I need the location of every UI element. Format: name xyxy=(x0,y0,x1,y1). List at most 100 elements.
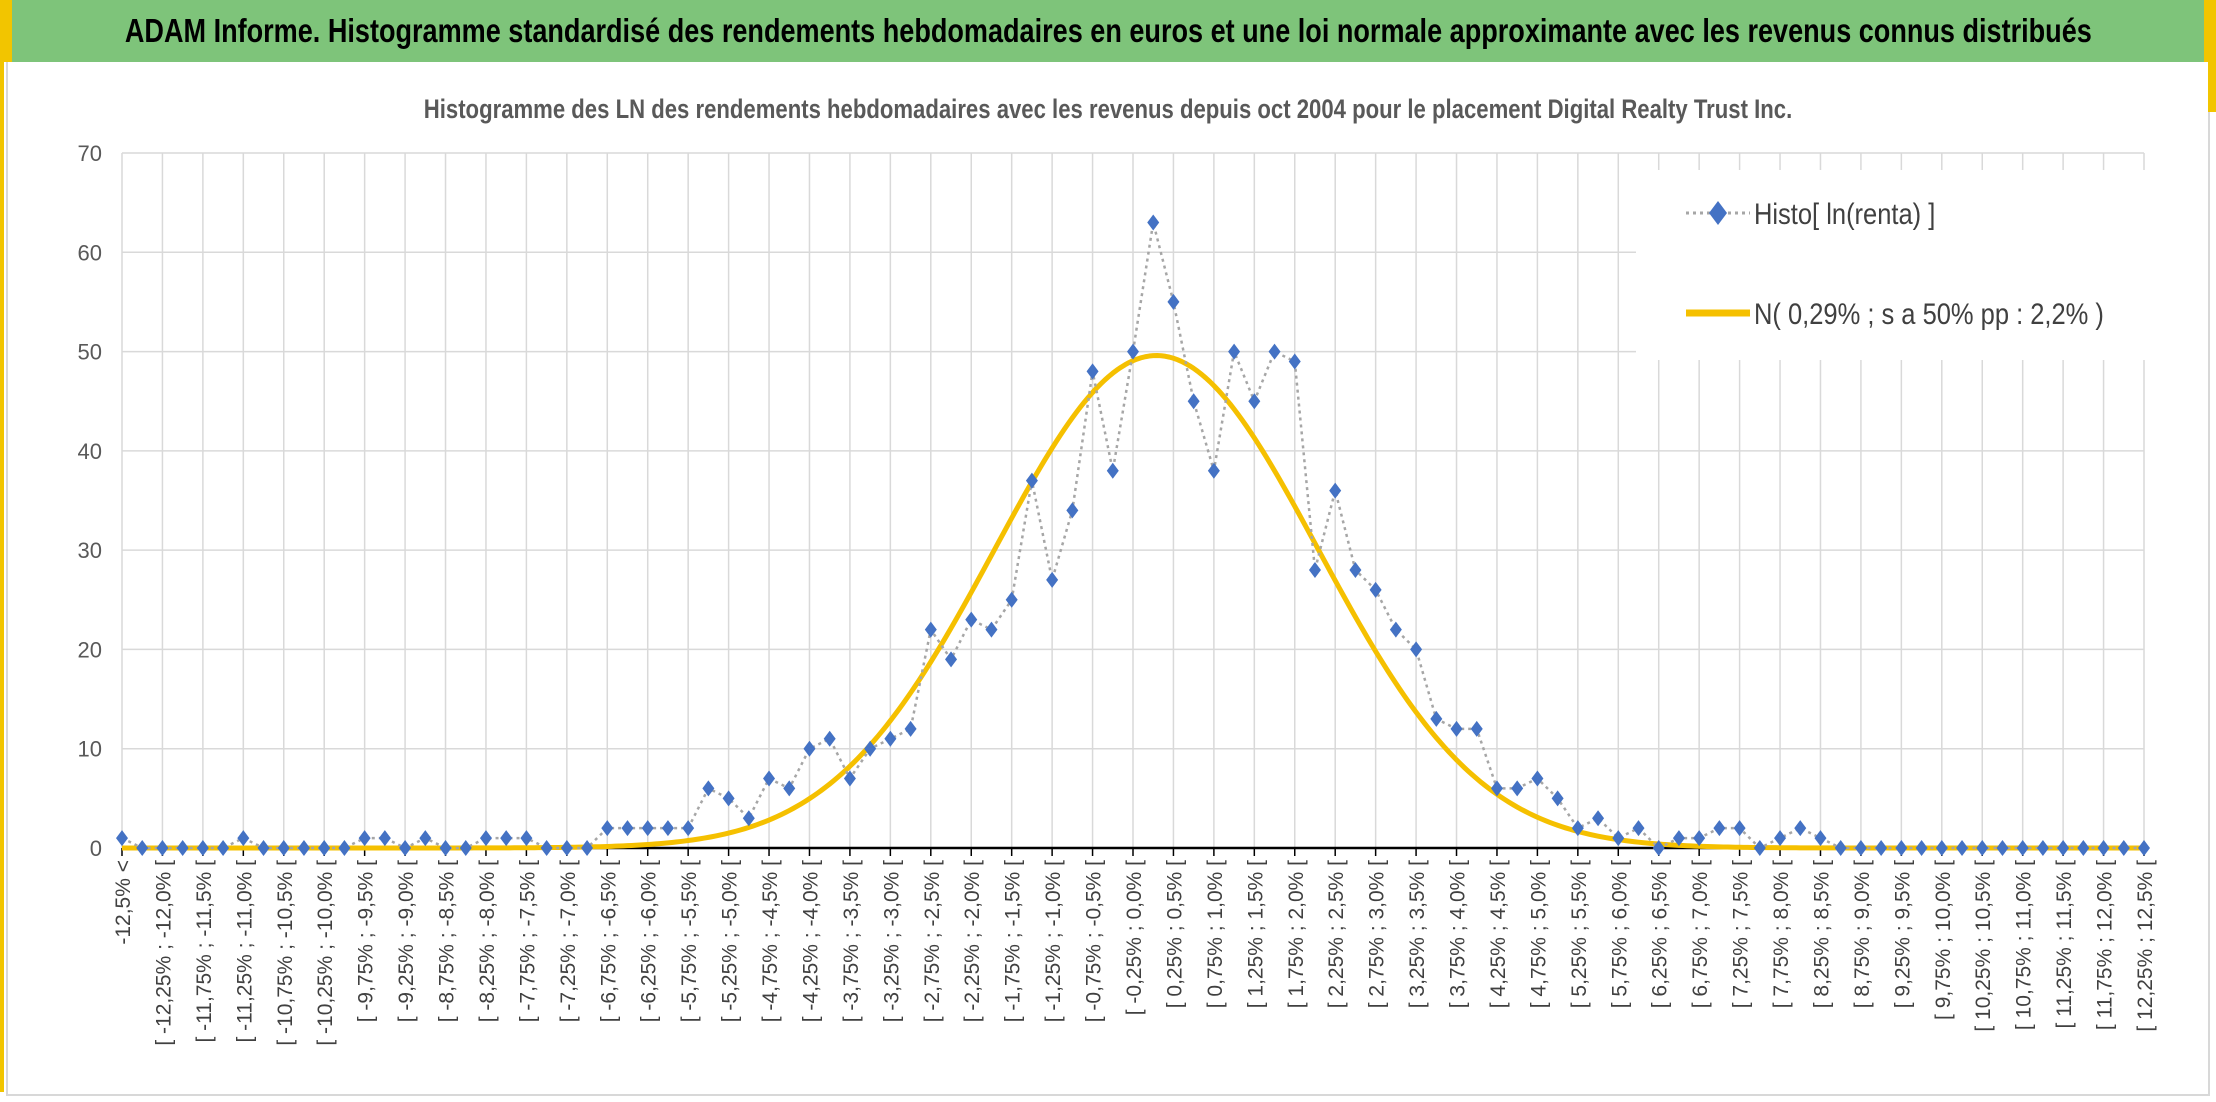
x-tick-label: [ -11,75% ; -11,5% [ xyxy=(193,860,216,1043)
histogram-point xyxy=(1329,482,1342,499)
histogram-point xyxy=(378,830,391,847)
histogram-point xyxy=(783,780,796,797)
histogram-point xyxy=(641,820,654,837)
x-axis: -12,5% < [ -12,25% ; -12,0% [[ -11,75% ; … xyxy=(112,846,2157,1046)
histogram-point xyxy=(1834,840,1847,856)
histogram-point xyxy=(439,840,452,856)
x-tick-label: [ 9,75% ; 10,0% [ xyxy=(1932,860,1955,1020)
histogram-point xyxy=(1551,790,1564,807)
histogram-point xyxy=(2057,840,2070,856)
histogram-point xyxy=(2097,840,2110,856)
report-title: ADAM Informe. Histogramme standardisé de… xyxy=(124,12,2092,49)
x-tick-label: [ -2,75% ; -2,5% [ xyxy=(921,860,944,1022)
histogram-point xyxy=(1369,581,1382,598)
histogram-point xyxy=(1207,462,1220,479)
x-tick-label: [ 6,75% ; 7,0% [ xyxy=(1689,860,1712,1008)
x-tick-label: [ -3,25% ; -3,0% [ xyxy=(880,860,903,1022)
histogram-point xyxy=(601,820,614,837)
y-axis: 0 10 20 30 40 50 60 70 xyxy=(78,141,102,861)
x-tick-label: [ -8,25% ; -8,0% [ xyxy=(476,860,499,1022)
x-tick-label: [ 1,25% ; 1,5% [ xyxy=(1244,860,1267,1008)
histogram-point xyxy=(1187,393,1200,410)
y-tick-label: 60 xyxy=(78,240,102,265)
x-tick-label: [ 3,25% ; 3,5% [ xyxy=(1406,860,1429,1008)
histogram-point xyxy=(1531,770,1544,787)
histogram-point xyxy=(1248,393,1261,410)
histogram-point xyxy=(1025,472,1038,489)
x-tick-label: [ 7,25% ; 7,5% [ xyxy=(1730,860,1753,1008)
x-tick-label: [ -3,75% ; -3,5% [ xyxy=(840,860,863,1022)
histogram-point xyxy=(1996,840,2009,856)
chart-title: Histogramme des LN des rendements hebdom… xyxy=(424,95,1792,125)
x-tick-label: [ 1,75% ; 2,0% [ xyxy=(1285,860,1308,1008)
histogram-point xyxy=(358,830,371,847)
histogram-point xyxy=(2016,840,2029,856)
x-tick-label: [ 12,25% ; 12,5% [ xyxy=(2134,860,2157,1032)
histogram-point xyxy=(116,830,128,847)
y-tick-label: 40 xyxy=(78,439,102,464)
legend-normal-label: N( 0,29% ; s a 50% pp : 2,2% ) xyxy=(1754,297,2104,330)
histogram-point xyxy=(479,830,492,847)
histogram-point xyxy=(2077,840,2090,856)
histogram-point xyxy=(2138,840,2150,856)
histogram-point xyxy=(1592,810,1605,827)
histogram-point xyxy=(1086,363,1099,380)
y-tick-label: 10 xyxy=(78,737,102,762)
histogram-point xyxy=(277,840,290,856)
histogram-point xyxy=(1430,710,1443,727)
x-tick-label: [ 10,75% ; 11,0% [ xyxy=(2013,860,2036,1030)
chart-frame xyxy=(6,62,2210,1096)
histogram-point xyxy=(1652,840,1665,856)
histogram-point xyxy=(196,840,209,856)
histogram-point xyxy=(581,840,594,856)
x-tick-label: [ 8,25% ; 8,5% [ xyxy=(1810,860,1833,1008)
histogram-point xyxy=(1511,780,1524,797)
x-tick-label: [ -0,75% ; -0,5% [ xyxy=(1083,860,1106,1022)
histogram-point xyxy=(419,830,432,847)
histogram-point xyxy=(1490,780,1503,797)
histogram-point xyxy=(1753,840,1766,856)
y-tick-label: 50 xyxy=(78,340,102,365)
histogram-point xyxy=(1956,840,1969,856)
legend-histo-marker xyxy=(1709,201,1727,225)
x-tick-label: [ 11,25% ; 11,5% [ xyxy=(2053,860,2076,1029)
x-tick-label: [ -2,25% ; -2,0% [ xyxy=(961,860,984,1022)
histogram-point xyxy=(763,770,776,787)
histogram-point xyxy=(864,740,877,757)
histogram-point xyxy=(1046,571,1059,588)
histogram-point xyxy=(1875,840,1888,856)
x-tick-label: [ 7,75% ; 8,0% [ xyxy=(1770,860,1793,1008)
histogram-point xyxy=(1632,820,1645,837)
histogram-point xyxy=(1410,641,1423,658)
histogram-point xyxy=(1935,840,1948,856)
histogram-point xyxy=(1814,830,1827,847)
histogram-point xyxy=(1774,830,1787,847)
histogram-point xyxy=(985,621,998,638)
x-tick-label: [ 9,25% ; 9,5% [ xyxy=(1891,860,1914,1008)
histogram-point xyxy=(1672,830,1685,847)
histogram-point xyxy=(1854,840,1867,856)
histogram-point xyxy=(1915,840,1928,856)
histogram-point xyxy=(500,830,513,847)
histogram-point xyxy=(297,840,310,856)
x-tick-label: [ 0,75% ; 1,0% [ xyxy=(1204,860,1227,1008)
histogram-point xyxy=(1066,502,1079,519)
x-tick-label: -12,5% < xyxy=(112,860,135,945)
histogram-point xyxy=(1005,591,1018,608)
histogram-point xyxy=(1106,462,1119,479)
x-tick-label: [ -1,75% ; -1,5% [ xyxy=(1002,860,1025,1022)
histogram-point xyxy=(540,840,553,856)
legend-box xyxy=(1636,170,2156,360)
histogram-point xyxy=(1268,343,1281,360)
x-tick-label: [ 8,75% ; 9,0% [ xyxy=(1851,860,1874,1008)
histogram-point xyxy=(459,840,472,856)
x-tick-label: [ -4,75% ; -4,5% [ xyxy=(759,860,782,1022)
histogram-point xyxy=(176,840,189,856)
x-tick-label: [ 5,25% ; 5,5% [ xyxy=(1568,860,1591,1008)
histogram-point xyxy=(1693,830,1706,847)
histogram-point xyxy=(823,730,836,747)
x-tick-label: [ -5,75% ; -5,5% [ xyxy=(678,860,701,1022)
x-tick-label: [ -10,75% ; -10,5% [ xyxy=(274,860,297,1046)
histogram-point xyxy=(1571,820,1584,837)
